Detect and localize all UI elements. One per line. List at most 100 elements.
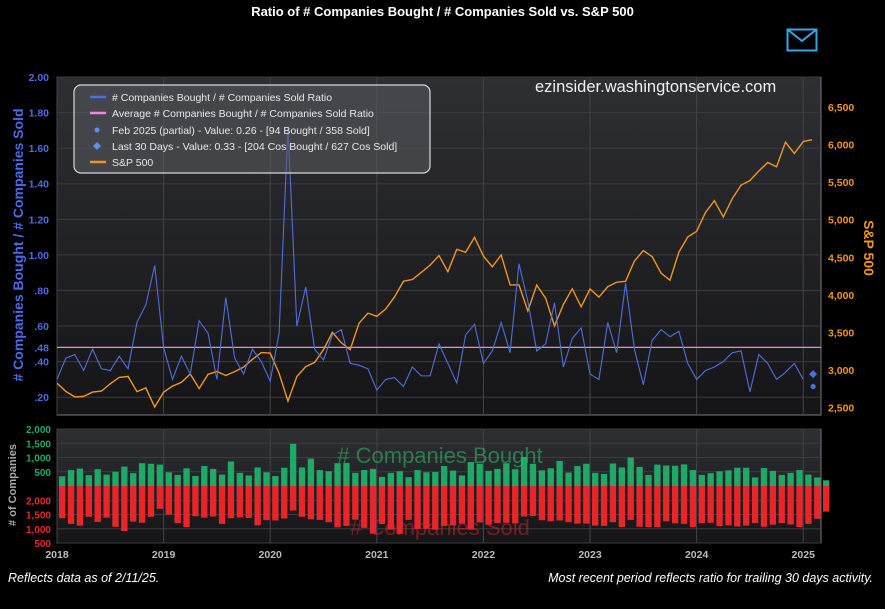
x-tick-label: 2022: [472, 549, 496, 561]
sold-bar: [112, 486, 119, 527]
sold-bar: [387, 486, 395, 530]
sold-bar: [520, 486, 528, 517]
bought-bar: [432, 472, 439, 486]
bought-bar: [174, 474, 181, 486]
sold-bar: [512, 486, 519, 524]
bought-bar: [192, 476, 199, 486]
sold-bar: [814, 486, 821, 519]
sold-bar: [316, 486, 323, 520]
bought-bar: [138, 463, 146, 486]
sold-bar: [725, 486, 732, 526]
bought-bar: [680, 464, 688, 486]
bought-bar: [769, 470, 777, 486]
bought-bar: [112, 471, 119, 486]
bought-bar: [823, 480, 830, 486]
bought-bar: [298, 467, 306, 486]
watermark: ezinsider.washingtonservice.com: [535, 78, 776, 96]
right-tick-label: 4,000: [828, 290, 854, 302]
bought-bar: [156, 464, 164, 486]
sold-bar: [449, 486, 457, 526]
left-tick-label: .60: [34, 321, 49, 333]
sold-bar: [823, 486, 830, 512]
bought-bar: [67, 470, 75, 486]
bought-bar: [59, 476, 66, 486]
bought-bar: [520, 456, 528, 486]
sold-bar: [414, 486, 421, 530]
sold-bar: [210, 486, 217, 517]
right-tick-label: 5,500: [828, 177, 854, 189]
last-30-days-marker: [809, 370, 818, 379]
legend-box: [73, 84, 431, 174]
sold-bar: [307, 486, 315, 520]
sold-bar: [671, 486, 679, 524]
bar-plot-area: 2018 2019 2020 2021 2022 2023 2024 2025 2,000 500…: [26, 425, 830, 561]
sold-bar: [183, 486, 190, 528]
bought-bar: [805, 474, 812, 486]
right-tick-label: 3,500: [828, 327, 854, 339]
sold-bar: [441, 486, 448, 526]
sold-bar: [236, 486, 243, 518]
x-tick-label: 2020: [259, 549, 283, 561]
bought-bar: [529, 463, 537, 486]
main-plot-background: [56, 76, 822, 416]
right-tick-label: 5,000: [828, 215, 854, 227]
bought-bar: [787, 472, 794, 486]
bought-bar: [272, 476, 279, 486]
sold-bar: [352, 486, 359, 520]
sold-bar: [130, 486, 137, 522]
bought-bar: [369, 468, 377, 486]
bought-tick-label: 1,000: [26, 454, 51, 465]
left-axis-title: # Companies Bought / # Companies Sold: [10, 108, 26, 381]
bought-bar: [618, 467, 625, 486]
envelope-icon[interactable]: [786, 28, 818, 52]
legend-entry: Average # Companies Bought / # Companies…: [112, 108, 374, 120]
left-tick-label: 1.60: [29, 143, 50, 155]
sold-bar: [192, 486, 199, 517]
right-tick-label: 6,500: [828, 102, 854, 114]
bought-bar: [441, 466, 448, 486]
sold-bar: [174, 486, 181, 524]
bought-bar: [387, 472, 395, 486]
sold-bar: [716, 486, 723, 527]
sold-tick-label: 500: [34, 539, 51, 550]
sold-bar: [538, 486, 546, 521]
x-tick-label: 2019: [152, 549, 176, 561]
bought-bar: [378, 476, 386, 486]
legend-entry: Feb 2025 (partial) - Value: 0.26 - [94 B…: [112, 125, 370, 137]
sold-bar: [245, 486, 252, 518]
sold-bar: [751, 486, 759, 524]
sold-bar: [778, 486, 785, 524]
legend-entry: # Companies Bought / # Companies Sold Ra…: [112, 92, 332, 104]
sold-bar: [796, 486, 803, 528]
sold-bar: [94, 486, 101, 522]
sold-tick-label: 2,000: [26, 496, 51, 507]
bought-bar: [654, 464, 661, 486]
sold-bar: [769, 486, 777, 525]
sold-bar: [485, 486, 492, 525]
sold-bar: [85, 486, 92, 517]
bought-bar: [254, 467, 261, 486]
left-tick-label: .40: [34, 357, 49, 369]
sold-bar: [627, 486, 634, 520]
bought-bar: [503, 463, 510, 486]
sold-bar: [503, 486, 510, 523]
bought-bar: [165, 472, 172, 486]
bought-bar: [716, 471, 723, 486]
bought-bar: [307, 458, 315, 486]
bought-bar: [494, 468, 501, 486]
bought-bar: [130, 473, 137, 486]
left-tick-label: 1.00: [29, 250, 50, 262]
bought-bar: [361, 470, 368, 486]
legend: # Companies Bought / # Companies Sold Ra…: [73, 84, 431, 174]
right-tick-label: 6,000: [828, 140, 854, 152]
bought-tick-label: 2,000: [26, 425, 51, 436]
bought-bar: [627, 457, 634, 486]
bought-bar: [449, 470, 457, 486]
bought-bar: [556, 460, 563, 486]
bought-bar: [245, 475, 252, 486]
sold-bar: [805, 486, 812, 524]
sold-bar: [121, 486, 128, 532]
bought-bar: [698, 474, 705, 486]
x-tick-label: 2021: [365, 549, 389, 561]
sold-bar: [645, 486, 652, 528]
